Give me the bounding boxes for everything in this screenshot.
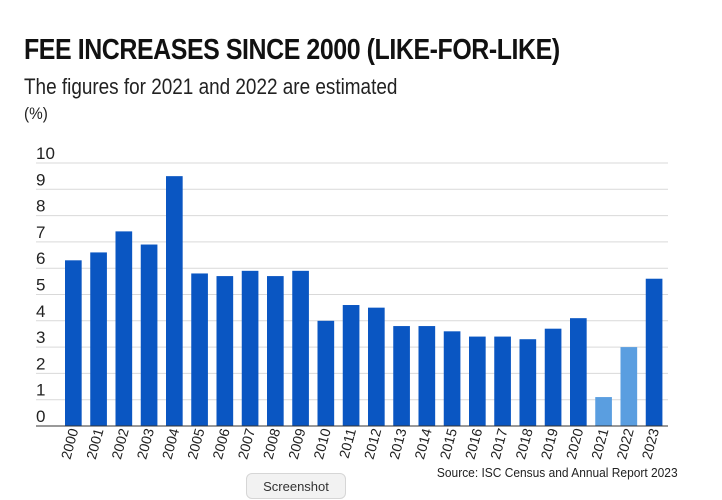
x-tick-label: 2019 — [537, 426, 561, 460]
x-tick-label: 2001 — [83, 426, 107, 460]
y-tick-label: 7 — [36, 223, 45, 242]
bar — [494, 336, 511, 426]
y-tick-label: 1 — [36, 381, 45, 400]
bar — [292, 270, 309, 426]
x-tick-label: 2006 — [209, 426, 233, 460]
bar — [166, 176, 183, 426]
x-tick-label: 2016 — [462, 426, 486, 460]
x-tick-label: 2002 — [108, 426, 132, 460]
x-tick-label: 2007 — [234, 426, 258, 460]
x-tick-label: 2012 — [361, 426, 385, 460]
x-tick-label: 2017 — [487, 426, 511, 460]
x-tick-label: 2021 — [588, 426, 612, 460]
bar — [317, 320, 335, 426]
x-tick-label: 2011 — [336, 426, 359, 459]
x-tick-label: 2005 — [184, 426, 208, 460]
y-tick-label: 4 — [36, 302, 45, 321]
bar — [418, 326, 436, 426]
bar — [544, 328, 562, 426]
y-tick-label: 0 — [36, 407, 45, 426]
screenshot-button[interactable]: Screenshot — [246, 473, 346, 499]
x-tick-label: 2015 — [436, 426, 460, 460]
bar — [140, 244, 158, 426]
x-tick-label: 2000 — [58, 426, 82, 460]
source-note: Source: ISC Census and Annual Report 202… — [437, 465, 678, 480]
bar — [241, 270, 259, 426]
bar — [570, 318, 587, 426]
x-tick-label: 2023 — [638, 426, 662, 460]
chart-title: FEE INCREASES SINCE 2000 (LIKE-FOR-LIKE) — [24, 34, 560, 66]
bar — [191, 273, 208, 426]
x-tick-label: 2010 — [310, 426, 334, 460]
bar — [267, 276, 284, 426]
y-tick-label: 2 — [36, 354, 45, 373]
x-tick-label: 2014 — [411, 426, 435, 460]
x-tick-label: 2020 — [563, 426, 587, 460]
bar — [620, 347, 638, 426]
y-tick-label: 10 — [36, 144, 55, 163]
y-tick-label: 5 — [36, 276, 45, 295]
bar — [65, 260, 82, 426]
y-axis-unit-label: (%) — [24, 104, 48, 123]
bar — [342, 305, 360, 426]
bar — [115, 231, 133, 426]
y-tick-label: 8 — [36, 197, 45, 216]
x-tick-label: 2003 — [133, 426, 157, 460]
y-tick-label: 6 — [36, 249, 45, 268]
bar — [645, 278, 663, 426]
bar — [90, 252, 107, 426]
x-tick-label: 2022 — [613, 426, 637, 460]
x-tick-label: 2009 — [285, 426, 309, 460]
bar — [368, 307, 385, 426]
bar — [519, 339, 537, 426]
bar — [443, 331, 461, 426]
x-tick-label: 2018 — [512, 426, 536, 460]
x-tick-label: 2008 — [260, 426, 284, 460]
bar — [216, 276, 234, 426]
bar — [469, 336, 486, 426]
x-tick-label: 2004 — [159, 426, 183, 460]
bar — [393, 326, 410, 426]
chart-subtitle: The figures for 2021 and 2022 are estima… — [24, 74, 398, 99]
y-tick-label: 3 — [36, 328, 45, 347]
x-tick-label: 2013 — [386, 426, 410, 460]
bar — [595, 397, 612, 426]
y-tick-label: 9 — [36, 170, 45, 189]
